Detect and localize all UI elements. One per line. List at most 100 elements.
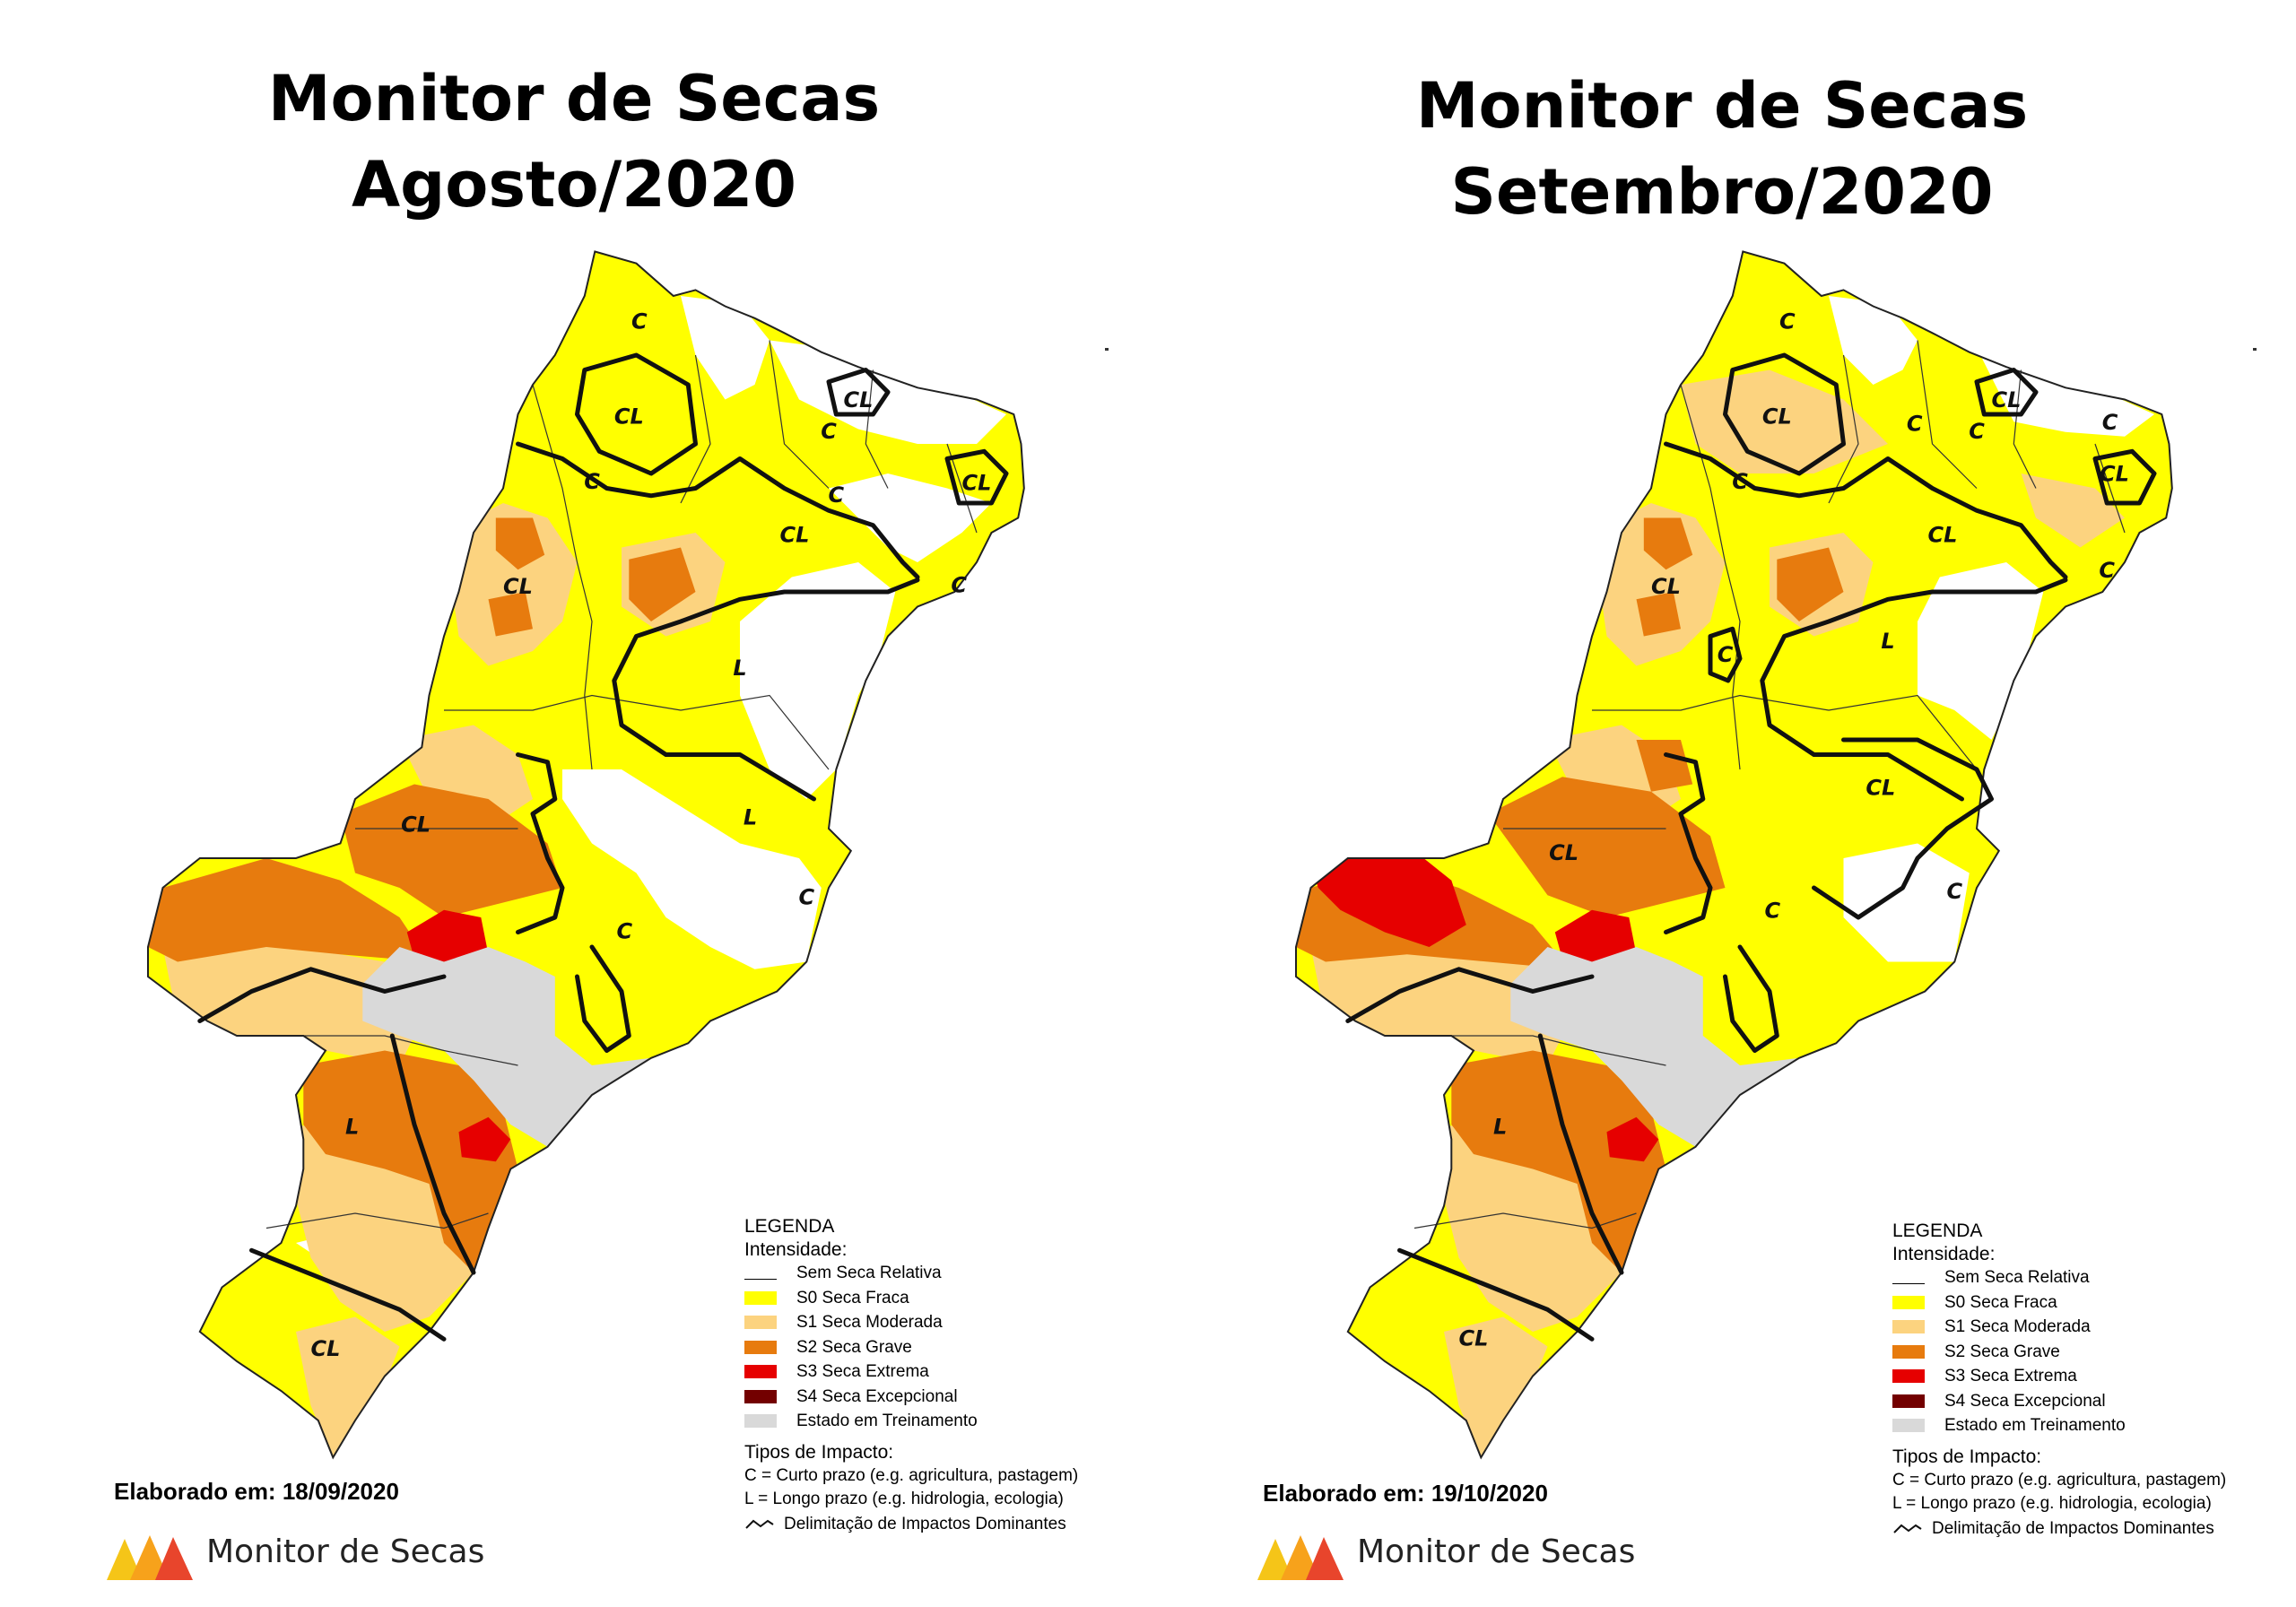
impact-label: C xyxy=(821,419,837,444)
map-dot-marker xyxy=(2253,348,2257,351)
impact-boundary-line xyxy=(1397,1247,1595,1342)
legend-item-label: S3 Seca Extrema xyxy=(1944,1367,2077,1385)
impact-label: CL xyxy=(1651,574,1681,599)
legend-intensity-label: Intensidade: xyxy=(1892,1244,1996,1264)
impact-label: CL xyxy=(503,574,533,599)
map-dot-marker xyxy=(1105,348,1109,351)
impact-label: CL xyxy=(1928,522,1958,547)
region-no-drought xyxy=(562,769,822,969)
impact-label: CL xyxy=(311,1336,341,1361)
state-border xyxy=(2013,369,2037,489)
region-s3 xyxy=(1554,909,1637,962)
legend-item: S4 Seca Excepcional xyxy=(1892,1390,2106,1413)
impact-label: CL xyxy=(1992,387,2022,413)
state-border xyxy=(1828,354,1859,504)
legend-title: LEGENDA xyxy=(1892,1220,1983,1241)
impact-types-title: Tipos de Impacto: xyxy=(1892,1446,2042,1467)
impact-label: L xyxy=(1881,629,1894,654)
state-border xyxy=(865,369,889,489)
legend-item-label: S0 Seca Fraca xyxy=(1944,1292,2057,1312)
impact-label: CL xyxy=(844,387,874,413)
impact-boundary-line xyxy=(1345,967,1595,1023)
region-no-drought xyxy=(681,296,770,400)
impact-label: C xyxy=(828,482,844,508)
impact-boundary-line xyxy=(1537,1033,1624,1275)
legend-swatch xyxy=(1892,1271,1925,1285)
impact-label: C xyxy=(616,919,632,944)
region-training-state xyxy=(362,947,651,1147)
impact-boundary-line xyxy=(1723,944,1779,1053)
legend-item-label: Estado em Treinamento xyxy=(1944,1416,2126,1435)
impact-label: C xyxy=(951,572,967,597)
impact-boundary-loop xyxy=(1974,368,2039,417)
impact-label: CL xyxy=(2100,462,2129,487)
legend-item: S1 Seca Moderada xyxy=(744,1311,943,1334)
impact-label: CL xyxy=(1549,840,1578,865)
state-border xyxy=(303,1035,518,1066)
legend-intensity-label: Intensidade: xyxy=(744,1239,848,1260)
impact-label: CL xyxy=(962,471,992,496)
impact-label: C xyxy=(1779,309,1796,334)
region-no-drought xyxy=(1843,843,1970,962)
region-s2 xyxy=(1777,547,1844,621)
impact-long-term: L = Longo prazo (e.g. hidrologia, ecolog… xyxy=(744,1490,1064,1508)
legend-item: Estado em Treinamento xyxy=(744,1410,978,1433)
legend-item-label: S3 Seca Extrema xyxy=(796,1362,929,1381)
impact-boundary-legend: Delimitação de Impactos Dominantes xyxy=(744,1513,1066,1536)
impact-boundary-label: Delimitação de Impactos Dominantes xyxy=(1932,1519,2214,1538)
legend-item: Estado em Treinamento xyxy=(1892,1414,2126,1438)
impact-label: L xyxy=(1493,1114,1507,1139)
impact-boundary-line xyxy=(516,752,565,934)
legend-swatch xyxy=(1892,1320,1925,1334)
impact-label: L xyxy=(345,1114,359,1139)
state-border xyxy=(1413,1212,1637,1229)
region-s3 xyxy=(406,909,489,962)
impact-boundary-line xyxy=(249,1247,447,1342)
region-s3 xyxy=(1606,1116,1659,1162)
legend-swatch xyxy=(744,1290,777,1305)
region-no-drought xyxy=(740,562,896,799)
state-border xyxy=(265,1212,489,1229)
impact-label: CL xyxy=(780,522,810,547)
impact-boundary-line xyxy=(612,578,920,802)
monitor-de-secas-logo xyxy=(107,1535,193,1580)
legend-swatch xyxy=(1892,1419,1925,1433)
impact-label: C xyxy=(1969,419,1985,444)
legend-item-label: S0 Seca Fraca xyxy=(796,1288,909,1307)
impact-label: C xyxy=(1718,642,1734,667)
impact-boundary-line xyxy=(389,1033,476,1275)
region-s2 xyxy=(303,1050,518,1273)
state-border xyxy=(444,694,830,770)
region-s2 xyxy=(1488,777,1726,917)
legend-item: S2 Seca Grave xyxy=(744,1336,912,1359)
impact-label: C xyxy=(584,469,600,494)
impact-boundary-loop xyxy=(944,448,1009,506)
impact-label: L xyxy=(733,656,746,681)
region-s2 xyxy=(1451,1050,1666,1273)
state-border xyxy=(1917,340,1978,489)
legend-item-label: S2 Seca Grave xyxy=(1944,1342,2060,1361)
impact-boundary-loop xyxy=(575,352,698,476)
elaborated-date: Elaborado em: 19/10/2020 xyxy=(1263,1480,1548,1507)
map-title-line1: Monitor de Secas xyxy=(1415,69,2029,143)
region-s3 xyxy=(1310,843,1466,947)
elaborated-date: Elaborado em: 18/09/2020 xyxy=(114,1478,399,1505)
map-panel-august: Monitor de Secas Agosto/2020 C CL C CL C C CL CL C… xyxy=(107,62,1109,1580)
impact-label: CL xyxy=(1866,775,1895,800)
legend-swatch xyxy=(744,1316,777,1330)
legend-swatch xyxy=(744,1414,777,1429)
impact-label: C xyxy=(798,885,814,910)
impact-boundary-label: Delimitação de Impactos Dominantes xyxy=(784,1515,1066,1533)
impact-boundary-line xyxy=(1664,752,1713,934)
legend-item-label: S1 Seca Moderada xyxy=(1944,1317,2091,1336)
boundary-line-icon xyxy=(745,1519,774,1529)
legend-item-label: Estado em Treinamento xyxy=(796,1412,978,1430)
region-s2 xyxy=(148,858,430,962)
legend-swatch xyxy=(1892,1344,1925,1359)
legend-item: Sem Seca Relativa xyxy=(744,1262,942,1285)
impact-boundary-loop xyxy=(1723,352,1846,476)
legend-item: S2 Seca Grave xyxy=(1892,1341,2060,1364)
legend-item: S3 Seca Extrema xyxy=(744,1360,929,1384)
region-no-drought xyxy=(1829,296,1918,385)
legend-swatch xyxy=(744,1389,777,1403)
